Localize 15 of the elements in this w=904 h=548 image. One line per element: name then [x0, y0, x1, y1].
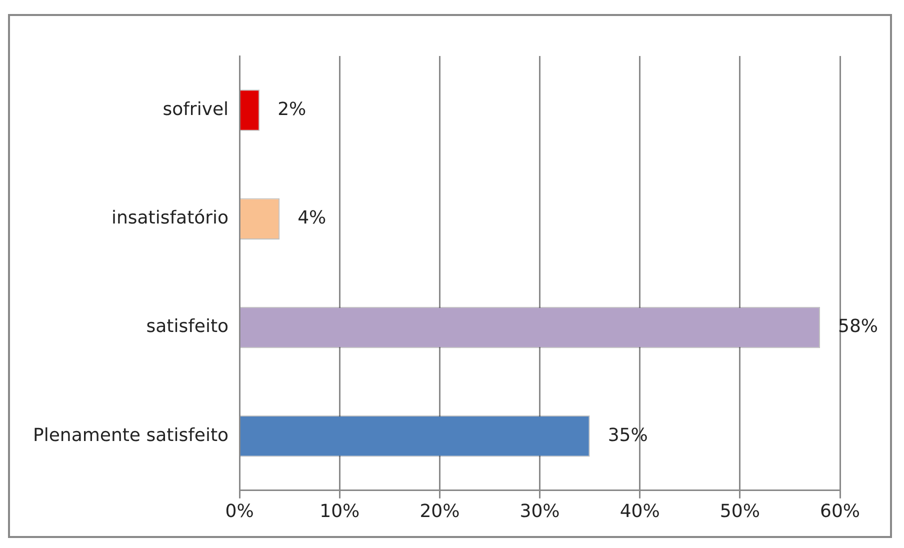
x-tick-label: 50%	[720, 500, 760, 522]
x-tick-label: 0%	[225, 500, 254, 522]
x-tick-label: 20%	[420, 500, 460, 522]
data-label: 58%	[838, 316, 878, 338]
x-tick-label: 30%	[520, 500, 560, 522]
y-tick-label: Plenamente satisfeito	[32, 424, 229, 446]
data-label: 35%	[608, 424, 648, 446]
x-tick-label: 10%	[320, 500, 360, 522]
y-tick-label: sofrivel	[162, 98, 229, 120]
data-label: 2%	[278, 98, 306, 120]
data-label: 4%	[298, 208, 326, 229]
y-tick-label: insatisfatório	[111, 208, 229, 229]
x-tick-label: 40%	[620, 500, 660, 522]
y-tick-label: satisfeito	[146, 316, 229, 338]
x-tick-label: 60%	[820, 500, 860, 522]
